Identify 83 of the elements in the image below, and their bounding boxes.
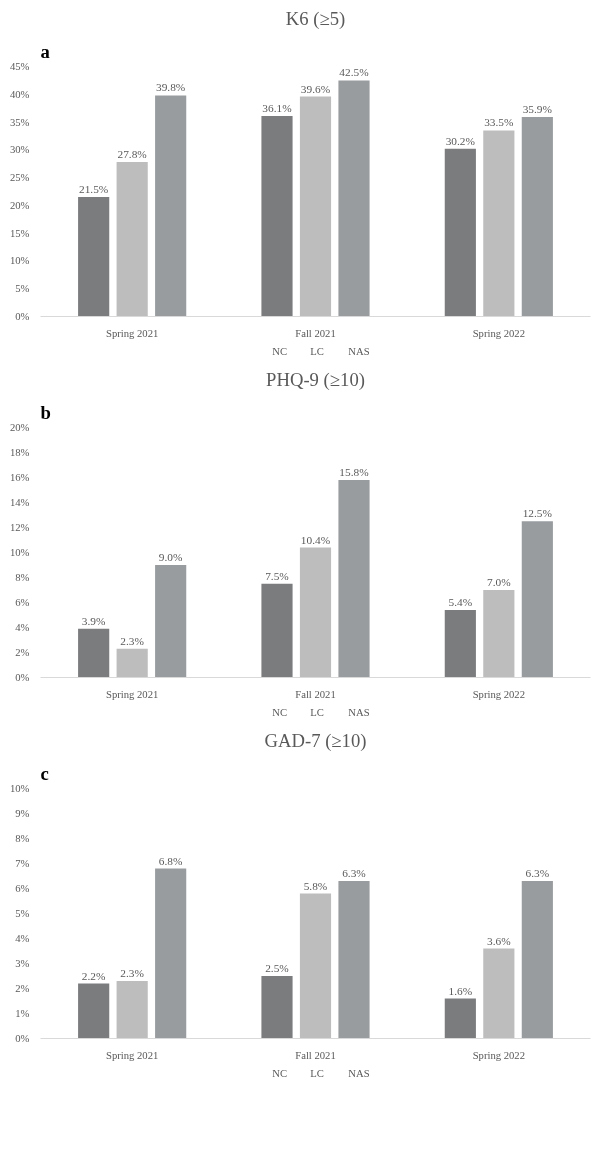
x-tick-label: Spring 2021: [105, 688, 159, 700]
y-tick-label: 10%: [9, 547, 30, 558]
text: NAS: [348, 345, 370, 357]
y-tick-label: 3%: [15, 958, 30, 969]
data-label: 39.6%: [300, 82, 331, 95]
text: LC: [310, 706, 325, 718]
x-tick-label: Fall 2021: [295, 688, 336, 700]
chart-title: K6 (≥5): [285, 7, 346, 30]
data-label: 39.8%: [156, 81, 186, 94]
data-label: 33.5%: [484, 116, 515, 129]
text: NAS: [348, 706, 370, 718]
text: b: [40, 401, 51, 423]
y-tick-label: 4%: [15, 622, 30, 633]
data-label: 27.8%: [117, 148, 148, 161]
y-tick-label: 2%: [15, 647, 30, 658]
y-tick-label: 20%: [9, 422, 30, 433]
data-label: 3.6%: [487, 934, 512, 947]
data-label: 5.4%: [448, 596, 473, 608]
data-label: 1.6%: [448, 984, 473, 997]
x-tick-label: Spring 2022: [472, 688, 526, 700]
data-label: 9.0%: [158, 551, 184, 563]
data-label: 5.8%: [303, 879, 328, 892]
y-tick-label: 4%: [15, 933, 30, 944]
y-tick-label: 18%: [9, 447, 30, 458]
data-label: 30.2%: [445, 134, 476, 147]
y-tick-label: 20%: [9, 199, 30, 211]
text: NC: [272, 1067, 289, 1079]
y-tick-label: 8%: [15, 833, 30, 844]
y-tick-label: 30%: [9, 144, 30, 156]
data-label: 2.2%: [81, 969, 107, 982]
y-tick-label: 0%: [15, 1033, 30, 1044]
data-label: 7.0%: [487, 576, 512, 588]
x-tick-label: Spring 2021: [105, 327, 159, 339]
y-tick-label: 5%: [15, 908, 30, 919]
data-label: 35.9%: [522, 103, 553, 116]
data-label: 7.5%: [265, 569, 290, 582]
y-tick-label: 25%: [9, 172, 30, 184]
y-tick-label: 40%: [9, 88, 30, 100]
text: NAS: [348, 1067, 370, 1079]
y-tick-label: 1%: [15, 1008, 30, 1019]
text: LC: [310, 1067, 325, 1079]
x-tick-label: Spring 2022: [472, 327, 526, 339]
x-tick-label: Fall 2021: [295, 327, 336, 339]
y-tick-label: 9%: [15, 808, 30, 819]
data-label: 6.8%: [158, 854, 184, 867]
y-tick-label: 2%: [15, 983, 30, 994]
data-label: 36.1%: [262, 101, 293, 114]
x-tick-label: Spring 2021: [105, 1049, 159, 1061]
x-tick-label: Spring 2022: [472, 1049, 526, 1061]
y-tick-label: 16%: [9, 472, 30, 483]
data-label: 2.3%: [120, 967, 145, 979]
chart-title: PHQ-9 (≥10): [266, 368, 365, 391]
y-tick-label: 5%: [15, 283, 30, 295]
data-label: 10.4%: [300, 533, 331, 546]
y-tick-label: 45%: [9, 61, 30, 72]
y-tick-label: 7%: [15, 858, 30, 869]
y-tick-label: 12%: [9, 522, 30, 533]
y-tick-label: 15%: [9, 227, 30, 239]
y-tick-label: 6%: [15, 883, 30, 894]
text: LC: [310, 345, 325, 357]
y-tick-label: 0%: [15, 672, 30, 683]
y-tick-label: 10%: [9, 783, 30, 794]
data-label: 2.3%: [120, 634, 145, 647]
y-tick-label: 6%: [15, 597, 30, 608]
data-label: 3.9%: [81, 614, 107, 627]
y-tick-label: 0%: [15, 311, 30, 322]
y-tick-label: 14%: [9, 497, 30, 508]
x-tick-label: Fall 2021: [295, 1049, 336, 1061]
data-label: 12.5%: [522, 507, 553, 520]
data-label: 2.5%: [265, 962, 290, 974]
y-tick-label: 35%: [9, 116, 30, 128]
text: c: [40, 762, 49, 784]
data-label: 21.5%: [79, 183, 109, 196]
data-label: 15.8%: [339, 466, 370, 478]
chart-title: GAD-7 (≥10): [264, 729, 367, 752]
data-label: 6.3%: [342, 867, 367, 879]
data-label: 6.3%: [525, 867, 550, 879]
data-label: 42.5%: [339, 66, 370, 79]
text: NC: [272, 706, 289, 718]
y-tick-label: 10%: [9, 255, 30, 267]
text: a: [40, 40, 51, 62]
y-tick-label: 8%: [15, 572, 30, 583]
text: NC: [272, 345, 289, 357]
